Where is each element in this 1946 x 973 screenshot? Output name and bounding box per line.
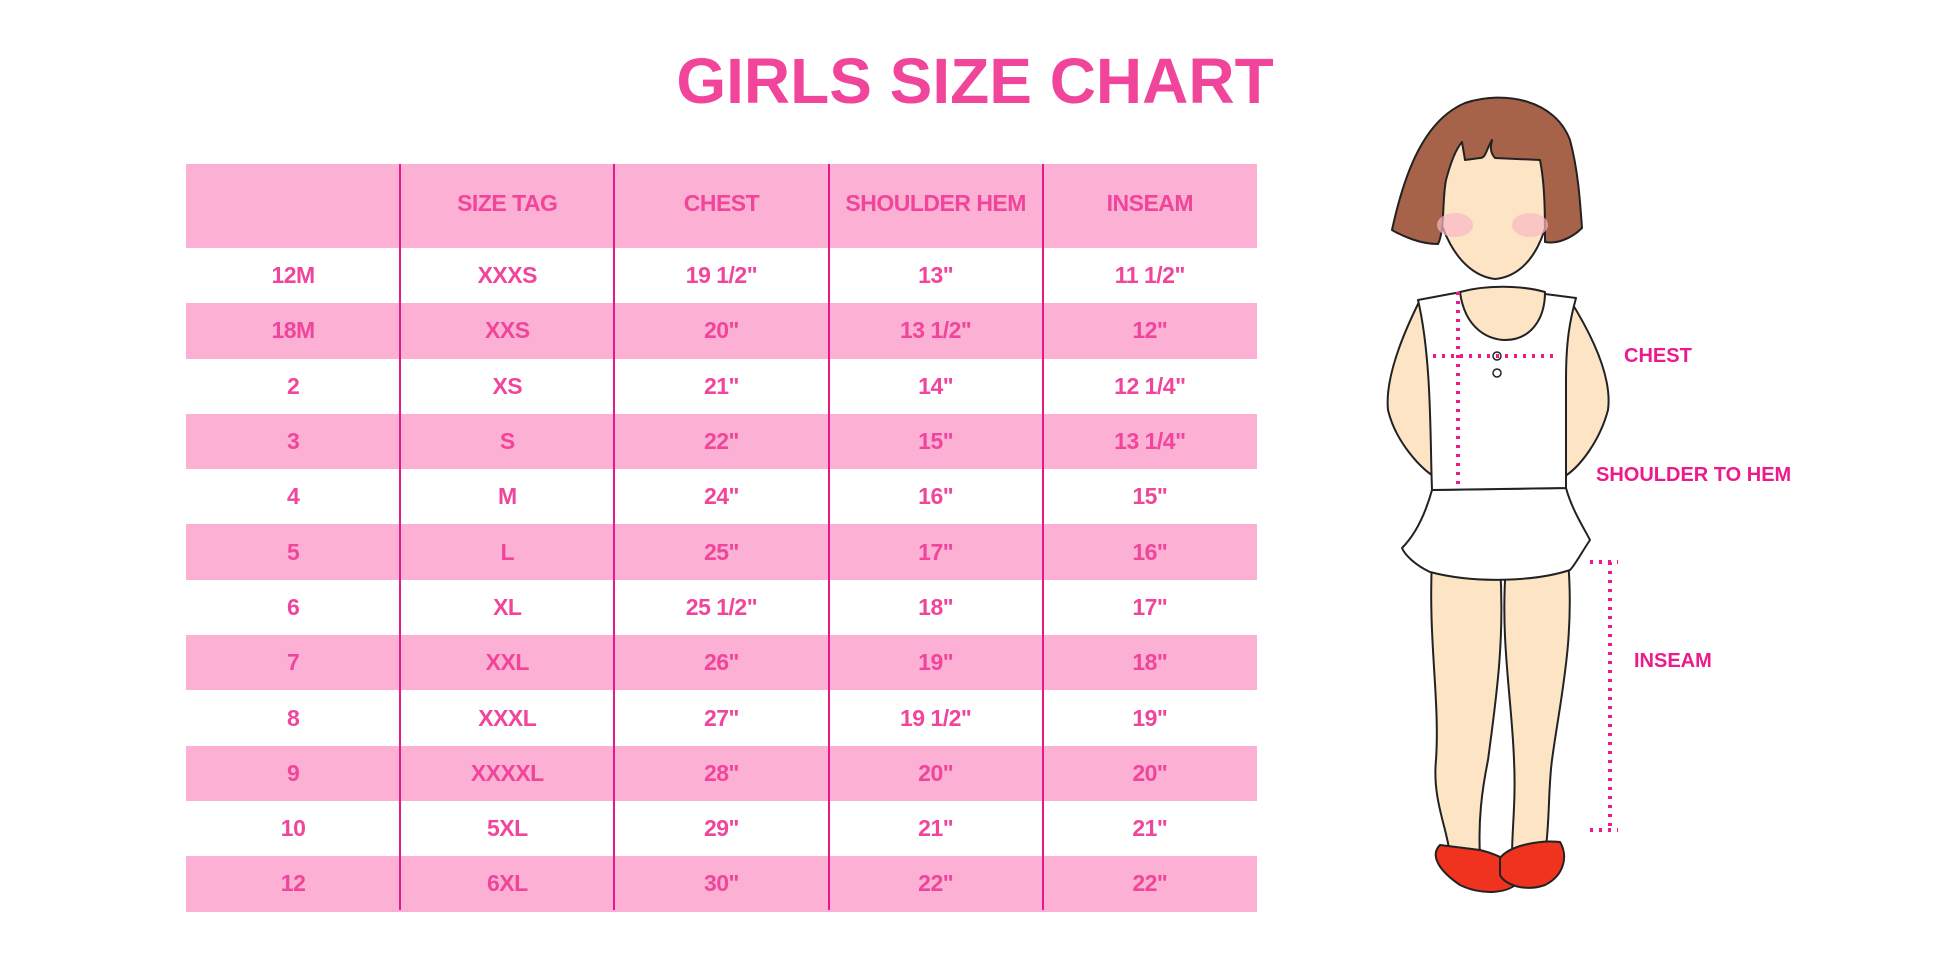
table-cell: XXXXL <box>470 759 544 786</box>
table-cell: 10 <box>280 815 306 842</box>
table-cell: 4 <box>286 483 300 510</box>
table-cell: 22" <box>703 428 740 455</box>
skirt <box>1401 487 1591 581</box>
column-divider <box>828 164 830 910</box>
table-cell: 17" <box>918 538 954 565</box>
table-cell: 19" <box>918 649 954 676</box>
table-cell: 18" <box>918 593 954 620</box>
table-cell: 24" <box>703 483 740 510</box>
table-cell: 25 1/2" <box>685 593 758 620</box>
table-row: 2 XS 21" 14" 12 1/4" <box>186 359 1257 414</box>
table-cell: 25" <box>703 538 740 565</box>
page-title: GIRLS SIZE CHART <box>676 45 1274 117</box>
table-cell: 17" <box>1132 593 1168 620</box>
hair <box>1391 96 1583 245</box>
table-cell: 18" <box>1132 649 1168 676</box>
table-cell: XXXS <box>477 262 538 289</box>
table-cell: 22" <box>1132 870 1168 897</box>
table-cell: XXXL <box>478 704 537 731</box>
table-cell: 28" <box>703 759 740 786</box>
table-cell: 13 1/4" <box>1114 428 1186 455</box>
table-cell: 19 1/2" <box>899 704 972 731</box>
table-cell: 30" <box>703 870 740 897</box>
column-header: INSEAM <box>1106 189 1194 216</box>
column-divider <box>1042 164 1044 910</box>
table-row: 12M XXXS 19 1/2" 13" 11 1/2" <box>186 248 1257 303</box>
table-row: 4 M 24" 16" 15" <box>186 469 1257 524</box>
table-cell: 6 <box>286 593 300 620</box>
table-cell: 21" <box>703 372 740 399</box>
table-cell: 9 <box>286 759 300 786</box>
table-row: 3 S 22" 15" 13 1/4" <box>186 413 1257 470</box>
table-cell: 12 1/4" <box>1114 372 1186 399</box>
table-cell: 26" <box>703 649 740 676</box>
table-cell: 21" <box>918 815 954 842</box>
table-cell: 3 <box>286 428 300 455</box>
table-cell: XL <box>493 593 522 620</box>
table-cell: XXL <box>485 649 530 676</box>
table-cell: 14" <box>918 372 954 399</box>
table-cell: 15" <box>1132 483 1168 510</box>
table-cell: XXS <box>485 317 530 344</box>
table-cell: 18M <box>271 317 315 344</box>
table-cell: 2 <box>286 372 300 399</box>
table-row: 6 XL 25 1/2" 18" 17" <box>186 580 1257 635</box>
table-cell: 20" <box>703 317 740 344</box>
table-row: 8 XXXL 27" 19 1/2" 19" <box>186 690 1257 745</box>
table-cell: 5 <box>286 538 300 565</box>
table-cell: 29" <box>703 815 740 842</box>
table-cell: S <box>499 428 515 455</box>
left-leg <box>1430 559 1503 857</box>
column-header: SHOULDER HEM <box>845 189 1026 216</box>
table-cell: 15" <box>918 428 954 455</box>
table-cell: 19" <box>1132 704 1168 731</box>
inseam-label: INSEAM <box>1634 650 1712 672</box>
shoulder-to-hem-label: SHOULDER TO HEM <box>1596 464 1792 486</box>
right-leg <box>1503 559 1571 857</box>
column-header: SIZE TAG <box>457 189 558 216</box>
table-row: 12 6XL 30" 22" 22" <box>186 856 1257 912</box>
column-divider <box>613 164 615 910</box>
table-cell: 19 1/2" <box>685 262 758 289</box>
table-cell: 8 <box>286 704 300 731</box>
size-table: SIZE TAG CHEST SHOULDER HEM INSEAM 12M XXXS 19… <box>186 164 1257 912</box>
table-cell: 27" <box>703 704 740 731</box>
table-cell: 21" <box>1132 815 1168 842</box>
table-cell: M <box>497 483 517 510</box>
table-row: 7 XXL 26" 19" 18" <box>186 635 1257 691</box>
table-cell: 12M <box>271 262 315 289</box>
column-divider <box>399 164 401 910</box>
right-arm <box>1561 299 1610 479</box>
header-row: SIZE TAG CHEST SHOULDER HEM INSEAM <box>186 164 1257 248</box>
table-cell: 20" <box>1132 759 1168 786</box>
table-cell: 11 1/2" <box>1114 262 1186 289</box>
table-cell: 13 1/2" <box>899 317 972 344</box>
table-cell: 16" <box>918 483 954 510</box>
table-cell: 5XL <box>486 815 528 842</box>
table-row: 10 5XL 29" 21" 21" <box>186 801 1257 856</box>
table-cell: L <box>500 538 515 565</box>
table-cell: 20" <box>918 759 954 786</box>
neckline <box>1459 285 1546 341</box>
right-shoe <box>1499 840 1566 889</box>
table-row: 18M XXS 20" 13 1/2" 12" <box>186 303 1257 359</box>
table-cell: 6XL <box>486 870 528 897</box>
table-cell: 22" <box>918 870 954 897</box>
table-row: 9 XXXXL 28" 20" 20" <box>186 745 1257 801</box>
table-cell: 12" <box>1132 317 1168 344</box>
table-cell: 13" <box>918 262 954 289</box>
table-cell: 12 <box>280 870 306 897</box>
table-cell: 7 <box>286 649 300 676</box>
chest-label: CHEST <box>1624 345 1692 367</box>
table-cell: XS <box>492 372 523 399</box>
table-cell: 16" <box>1132 538 1168 565</box>
column-header: CHEST <box>683 189 760 216</box>
table-row: 5 L 25" 17" 16" <box>186 524 1257 580</box>
